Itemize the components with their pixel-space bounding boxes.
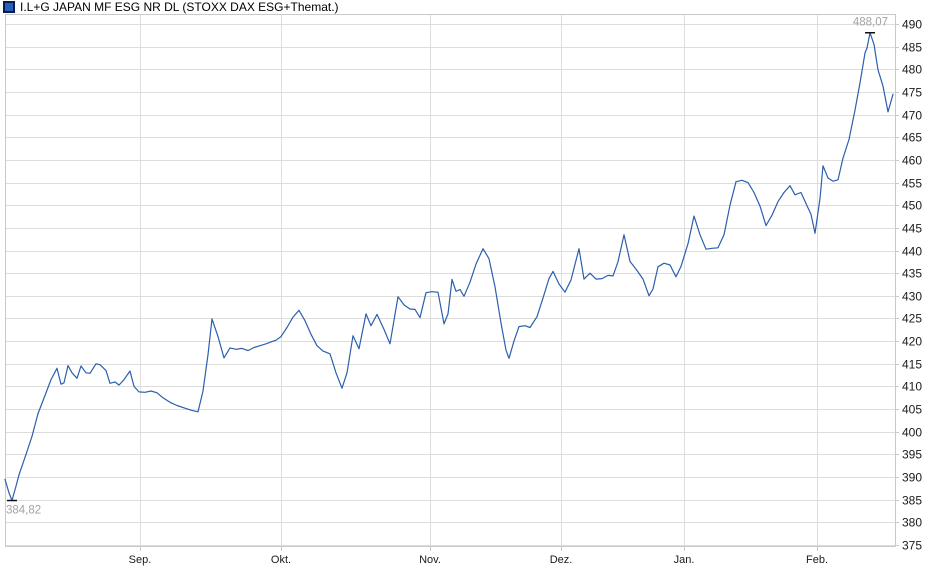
y-axis-tick-label: 430 [902, 290, 922, 304]
y-axis-tick-label: 475 [902, 86, 922, 100]
y-axis-tick-label: 415 [902, 358, 922, 372]
chart-legend: I.L+G JAPAN MF ESG NR DL (STOXX DAX ESG+… [3, 1, 339, 13]
min-value-label: 384,82 [6, 505, 41, 517]
price-line [4, 32, 894, 502]
max-value-label: 488,07 [853, 17, 888, 29]
y-axis-tick-label: 425 [902, 312, 922, 326]
y-axis-tick-label: 405 [902, 403, 922, 417]
y-axis-tick-label: 490 [902, 18, 922, 32]
y-axis-tick-label: 410 [902, 380, 922, 394]
x-axis-month-label: Feb. [806, 554, 828, 566]
y-axis-tick-label: 450 [902, 199, 922, 213]
y-axis-tick-label: 440 [902, 245, 922, 259]
x-axis-month-label: Nov. [419, 554, 441, 566]
x-axis-month-label: Sep. [129, 554, 152, 566]
y-axis-tick-label: 390 [902, 471, 922, 485]
y-axis-tick-label: 400 [902, 426, 922, 440]
y-axis-tick-label: 480 [902, 63, 922, 77]
plot-border [5, 14, 896, 547]
y-axis-tick-label: 380 [902, 516, 922, 530]
y-axis-tick-label: 435 [902, 267, 922, 281]
y-axis-tick-label: 455 [902, 177, 922, 191]
y-axis-tick-label: 395 [902, 448, 922, 462]
chart-title: I.L+G JAPAN MF ESG NR DL (STOXX DAX ESG+… [20, 0, 339, 14]
x-axis-month-label: Jan. [674, 554, 695, 566]
legend-square-icon [3, 1, 15, 13]
y-axis-tick-label: 420 [902, 335, 922, 349]
y-axis-tick-label: 445 [902, 222, 922, 236]
y-axis-tick-label: 375 [902, 539, 922, 553]
y-axis-tick-label: 485 [902, 41, 922, 55]
x-axis-month-label: Dez. [550, 554, 573, 566]
y-axis-tick-label: 385 [902, 494, 922, 508]
y-axis-tick-label: 470 [902, 109, 922, 123]
y-axis-tick-label: 465 [902, 131, 922, 145]
x-axis-month-label: Okt. [271, 554, 291, 566]
y-axis-tick-label: 460 [902, 154, 922, 168]
